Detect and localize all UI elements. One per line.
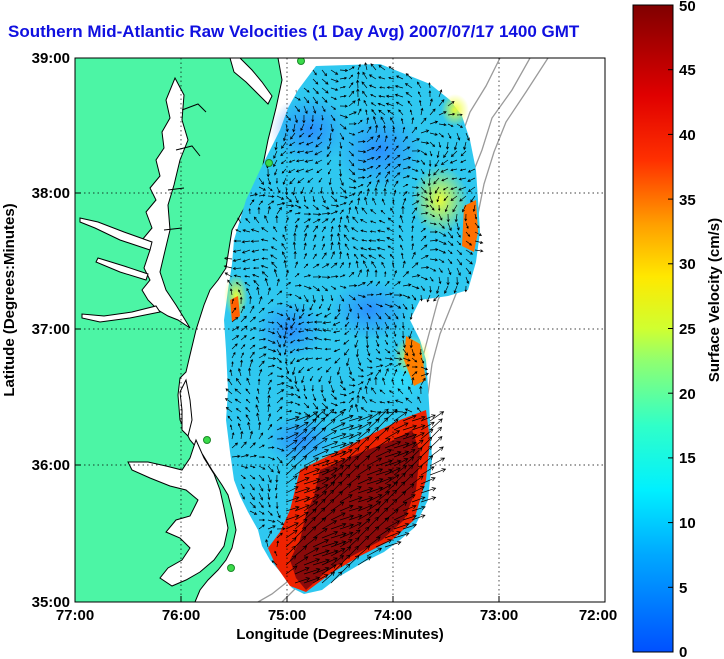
velocity-field bbox=[223, 62, 484, 594]
map-title: Southern Mid-Atlantic Raw Velocities (1 … bbox=[8, 22, 580, 41]
x-tick-label: 72:00 bbox=[579, 607, 617, 624]
colorbar-tick-label: 0 bbox=[679, 644, 687, 659]
x-tick-label: 75:00 bbox=[268, 607, 306, 624]
pamlico-sound bbox=[127, 438, 229, 587]
rappahannock-river bbox=[95, 257, 149, 281]
radar-station-marker bbox=[265, 159, 273, 167]
delaware-bay bbox=[229, 58, 273, 105]
colorbar-tick-label: 30 bbox=[679, 256, 696, 273]
colorbar-tick-label: 5 bbox=[679, 580, 687, 597]
upper-bay-tributary bbox=[163, 103, 207, 231]
colorbar-scale bbox=[632, 4, 674, 653]
map-frame bbox=[74, 57, 606, 603]
albemarle-sound bbox=[179, 378, 193, 437]
x-tick-label: 77:00 bbox=[56, 607, 94, 624]
x-axis-title: Longitude (Degrees:Minutes) bbox=[236, 626, 444, 643]
colorbar: 50 45 40 35 30 25 20 15 10 5 0 Surface V… bbox=[632, 0, 723, 659]
map-grid bbox=[75, 58, 605, 602]
high-velocity-patch bbox=[462, 200, 478, 252]
radar-station-marker bbox=[227, 564, 235, 572]
radar-station-marker bbox=[203, 436, 211, 444]
velocity-arrow-set bbox=[223, 62, 484, 584]
colorbar-tick-label: 25 bbox=[679, 321, 696, 338]
y-tick-label: 36:00 bbox=[32, 457, 70, 474]
james-river bbox=[81, 305, 161, 323]
tick-marks bbox=[74, 57, 606, 603]
colorbar-tick-label: 45 bbox=[679, 62, 696, 79]
x-tick-label: 73:00 bbox=[480, 607, 518, 624]
high-velocity-patch bbox=[290, 430, 420, 590]
velocity-arrows bbox=[223, 62, 484, 584]
colorbar-title: Surface Velocity (cm/s) bbox=[706, 218, 723, 382]
colorbar-tick-label: 15 bbox=[679, 450, 696, 467]
high-velocity-patch bbox=[404, 336, 426, 386]
colorbar-tick-label: 10 bbox=[679, 515, 696, 532]
x-tick-label: 74:00 bbox=[374, 607, 412, 624]
colorbar-tick-label: 50 bbox=[679, 0, 696, 15]
y-tick-label: 39:00 bbox=[32, 50, 70, 67]
radar-station-marker bbox=[297, 58, 305, 65]
colorbar-tick-label: 20 bbox=[679, 386, 696, 403]
chesapeake-bay bbox=[141, 76, 191, 329]
colorbar-tick-label: 40 bbox=[679, 127, 696, 144]
potomac-river bbox=[79, 217, 153, 251]
map-plot-area bbox=[74, 57, 606, 603]
y-axis-title: Latitude (Degrees:Minutes) bbox=[1, 203, 18, 396]
y-tick-label: 38:00 bbox=[32, 185, 70, 202]
y-tick-label: 35:00 bbox=[32, 594, 70, 611]
y-tick-label: 37:00 bbox=[32, 321, 70, 338]
radar-stations bbox=[203, 58, 305, 572]
x-tick-label: 76:00 bbox=[162, 607, 200, 624]
colorbar-tick-label: 35 bbox=[679, 192, 696, 209]
